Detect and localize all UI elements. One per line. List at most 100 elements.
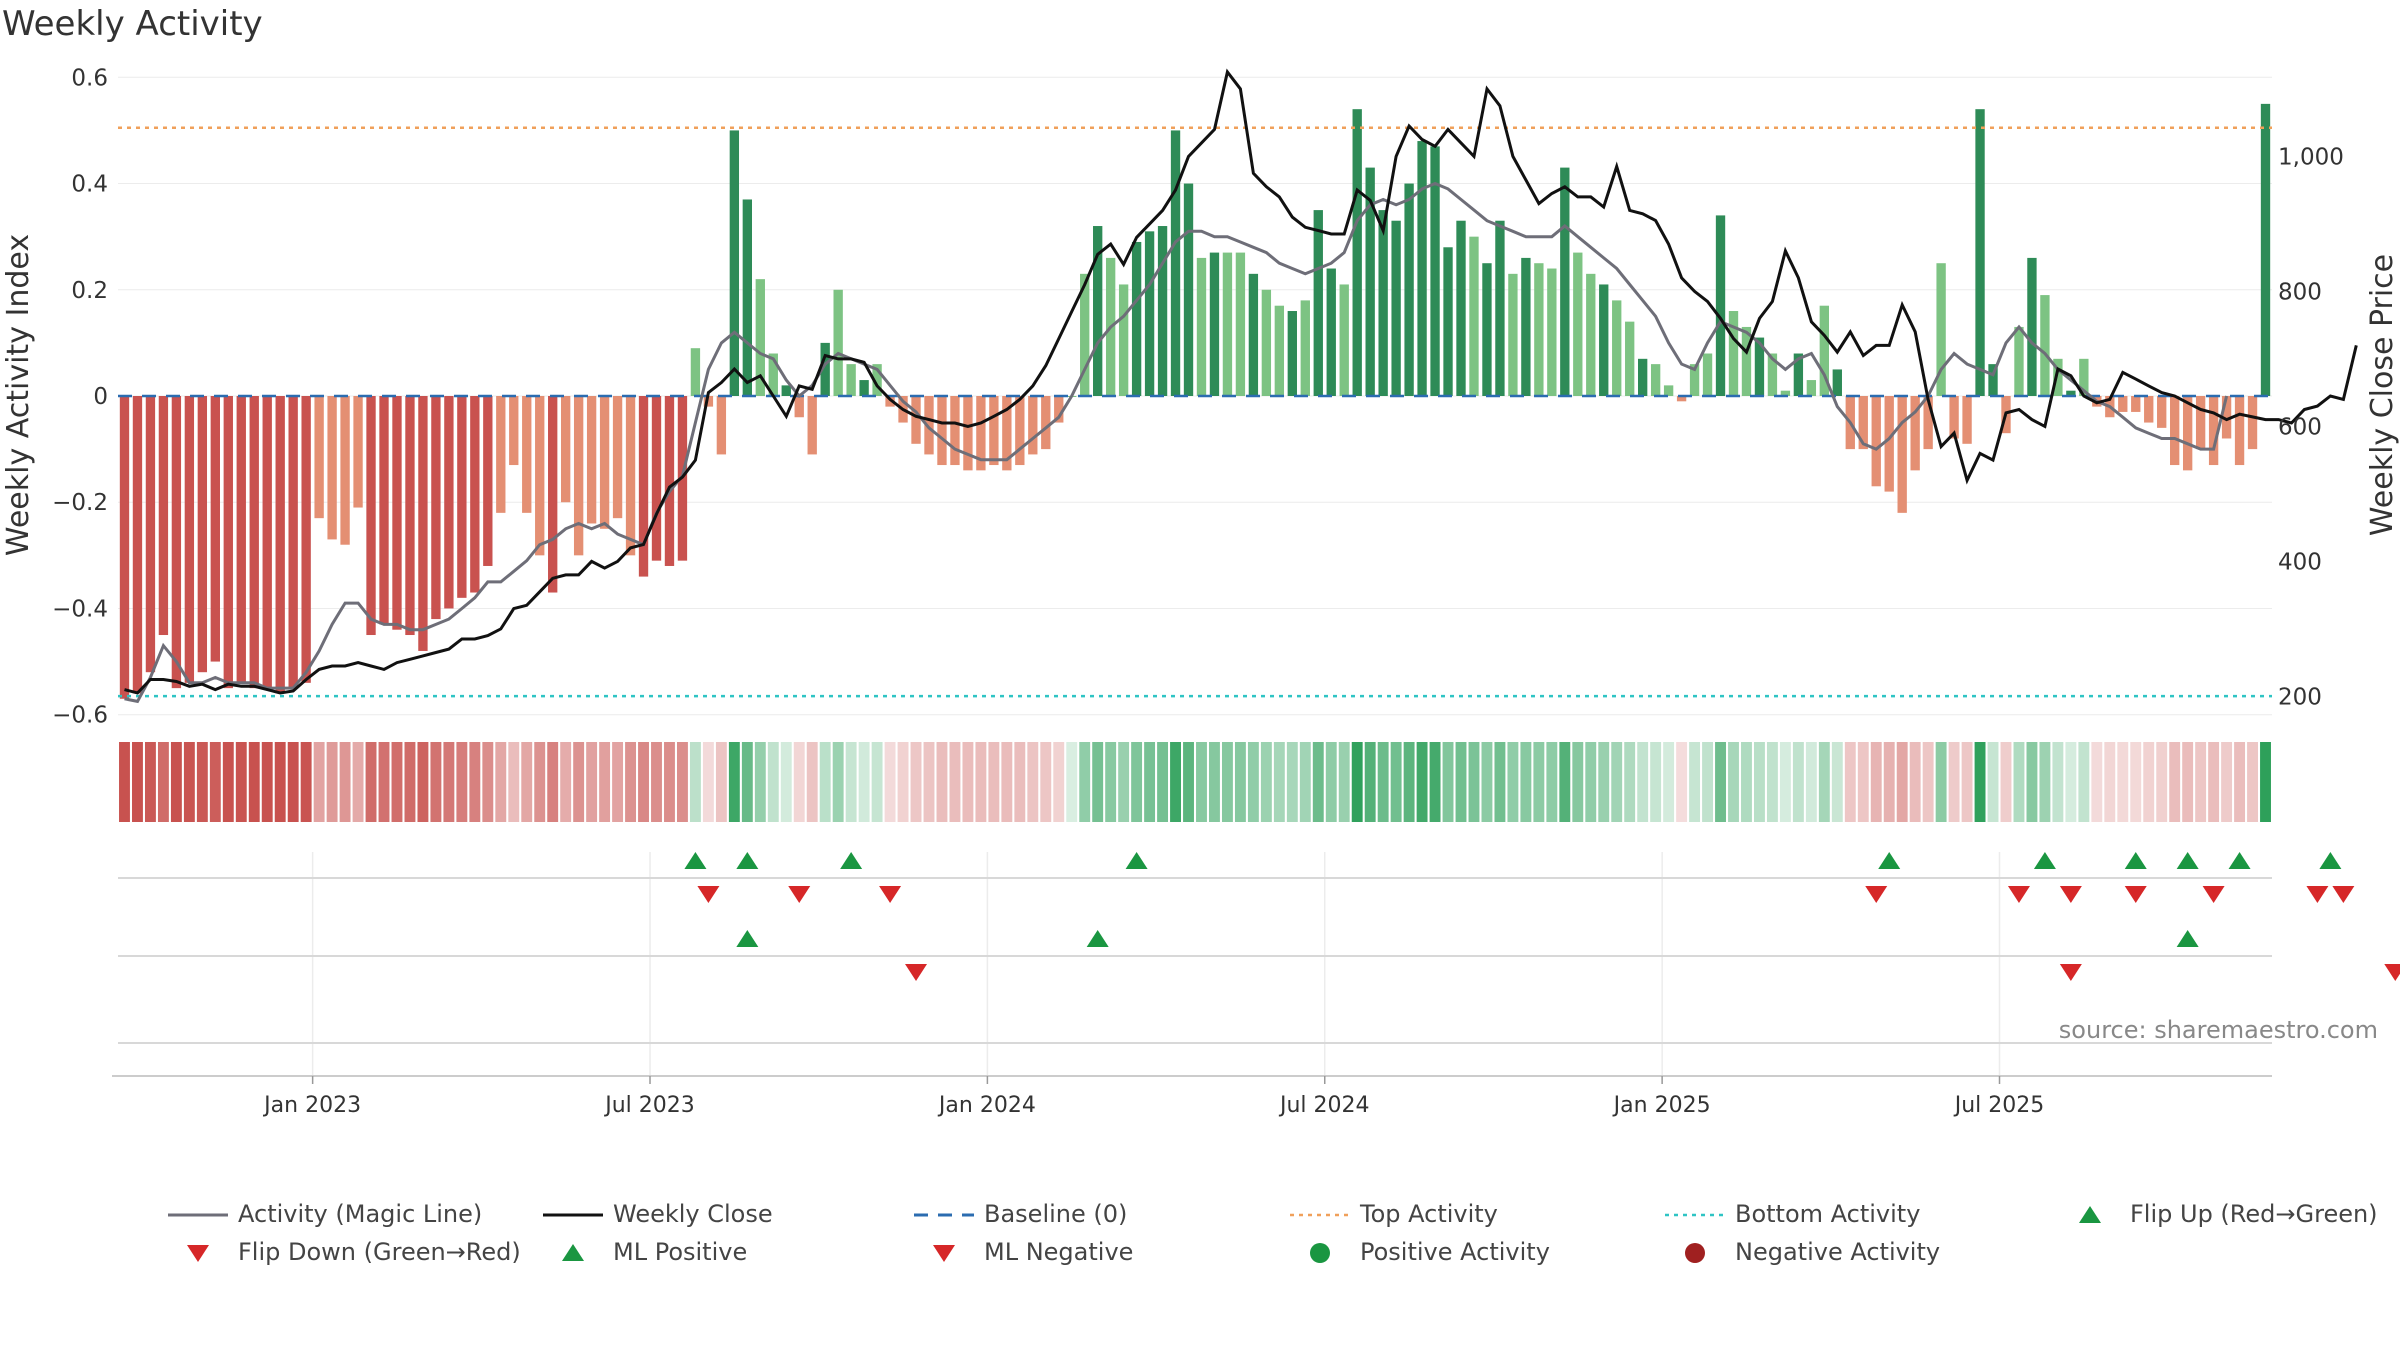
activity-bar xyxy=(1780,390,1791,396)
heat-cell xyxy=(1961,742,1973,822)
activity-bar xyxy=(911,396,921,444)
activity-bar xyxy=(716,396,727,455)
heat-cell xyxy=(417,742,429,822)
activity-bar xyxy=(483,396,493,566)
flip-up-marker xyxy=(1125,852,1148,869)
legend-item: Flip Up (Red→Green) xyxy=(2060,1200,2378,1228)
activity-bar xyxy=(1456,220,1466,396)
legend-item: Activity (Magic Line) xyxy=(168,1200,482,1228)
flip-down-marker xyxy=(2306,886,2329,903)
legend-item: ML Positive xyxy=(543,1238,747,1266)
heat-cell xyxy=(1935,742,1947,822)
activity-bar xyxy=(2221,396,2232,439)
heat-cell xyxy=(1689,742,1701,822)
activity-bar xyxy=(1858,396,1868,450)
activity-bar xyxy=(1391,220,1401,396)
heat-cell xyxy=(2143,742,2155,822)
heat-cell xyxy=(1170,742,1181,822)
activity-bar xyxy=(1054,396,1064,423)
activity-bar xyxy=(1261,289,1272,396)
heat-cell xyxy=(1157,742,1169,822)
heat-cell xyxy=(274,742,286,822)
heat-cell xyxy=(936,742,948,822)
flip-down-marker xyxy=(697,886,720,903)
activity-bar xyxy=(1689,364,1700,396)
solid-line-icon xyxy=(543,1213,603,1217)
y2-tick-label: 400 xyxy=(2278,549,2322,575)
activity-bar xyxy=(444,396,454,609)
heat-cell xyxy=(612,742,624,822)
activity-bar xyxy=(2131,396,2141,412)
activity-bar xyxy=(807,396,817,455)
activity-bar xyxy=(1365,167,1375,396)
activity-bar xyxy=(236,396,246,683)
heat-cell xyxy=(521,742,533,822)
triangle-down-icon xyxy=(187,1245,209,1262)
activity-bar xyxy=(1157,226,1168,396)
heat-cell xyxy=(144,742,156,822)
triangle-up-icon xyxy=(2079,1206,2101,1223)
activity-bar xyxy=(405,396,415,636)
activity-bar xyxy=(2157,396,2167,428)
heat-cell xyxy=(1974,742,1986,822)
heat-cell xyxy=(1299,742,1311,822)
activity-bar xyxy=(1313,210,1323,396)
activity-bar xyxy=(846,364,856,396)
activity-bar xyxy=(1923,396,1933,450)
activity-bar xyxy=(1378,210,1388,396)
activity-bar xyxy=(2118,396,2128,412)
activity-bar xyxy=(340,396,350,545)
heat-cell xyxy=(287,742,299,822)
activity-bar xyxy=(197,396,208,673)
activity-bar xyxy=(1586,273,1596,396)
heat-cell xyxy=(625,742,636,822)
activity-bar xyxy=(859,380,869,396)
activity-bar xyxy=(366,396,376,636)
flip-down-marker xyxy=(2059,886,2082,903)
y2-tick-label: 200 xyxy=(2278,684,2322,710)
activity-bar xyxy=(2066,390,2076,396)
y-tick-label: 0.6 xyxy=(71,65,108,91)
heat-cell xyxy=(573,742,585,822)
activity-bar xyxy=(1676,396,1687,402)
heat-cell xyxy=(2169,742,2181,822)
flip-up-marker xyxy=(2228,852,2251,869)
heat-cell xyxy=(391,742,403,822)
heat-cell xyxy=(1131,742,1143,822)
heat-cell xyxy=(1831,742,1843,822)
dotted-line-icon xyxy=(1290,1213,1350,1217)
heat-cell xyxy=(1818,742,1830,822)
activity-bar xyxy=(976,396,986,471)
heat-cell xyxy=(651,742,662,822)
heat-cell xyxy=(1455,742,1467,822)
heat-cell xyxy=(1948,742,1960,822)
x-tick-label: Jan 2025 xyxy=(1612,1093,1711,1118)
heat-cell xyxy=(1325,742,1337,822)
activity-bar xyxy=(535,396,545,556)
triangle-down-icon xyxy=(933,1245,955,1262)
ml-positive-marker xyxy=(736,930,759,947)
legend-item: Negative Activity xyxy=(1665,1238,1940,1266)
heat-cell xyxy=(2039,742,2051,822)
heat-cell xyxy=(1312,742,1324,822)
activity-bar xyxy=(1975,109,1985,396)
activity-bar xyxy=(1650,364,1661,396)
heat-cell xyxy=(209,742,221,822)
heat-cell xyxy=(1377,742,1389,822)
heat-cell xyxy=(157,742,169,822)
heat-cell xyxy=(1027,742,1039,822)
heat-cell xyxy=(1533,742,1545,822)
activity-bar xyxy=(548,396,558,593)
activity-bar xyxy=(768,353,778,396)
heat-cell xyxy=(1663,742,1675,822)
activity-bar xyxy=(872,364,882,396)
heat-cell xyxy=(1481,742,1493,822)
heat-cell xyxy=(1870,742,1882,822)
flip-up-marker xyxy=(2124,852,2147,869)
activity-bar xyxy=(496,396,506,513)
heat-cell xyxy=(1053,742,1065,822)
ml-negative-marker xyxy=(905,964,928,981)
legend-label: Flip Down (Green→Red) xyxy=(238,1238,521,1266)
y-tick-label: 0.2 xyxy=(71,278,108,304)
activity-bar xyxy=(885,396,895,407)
